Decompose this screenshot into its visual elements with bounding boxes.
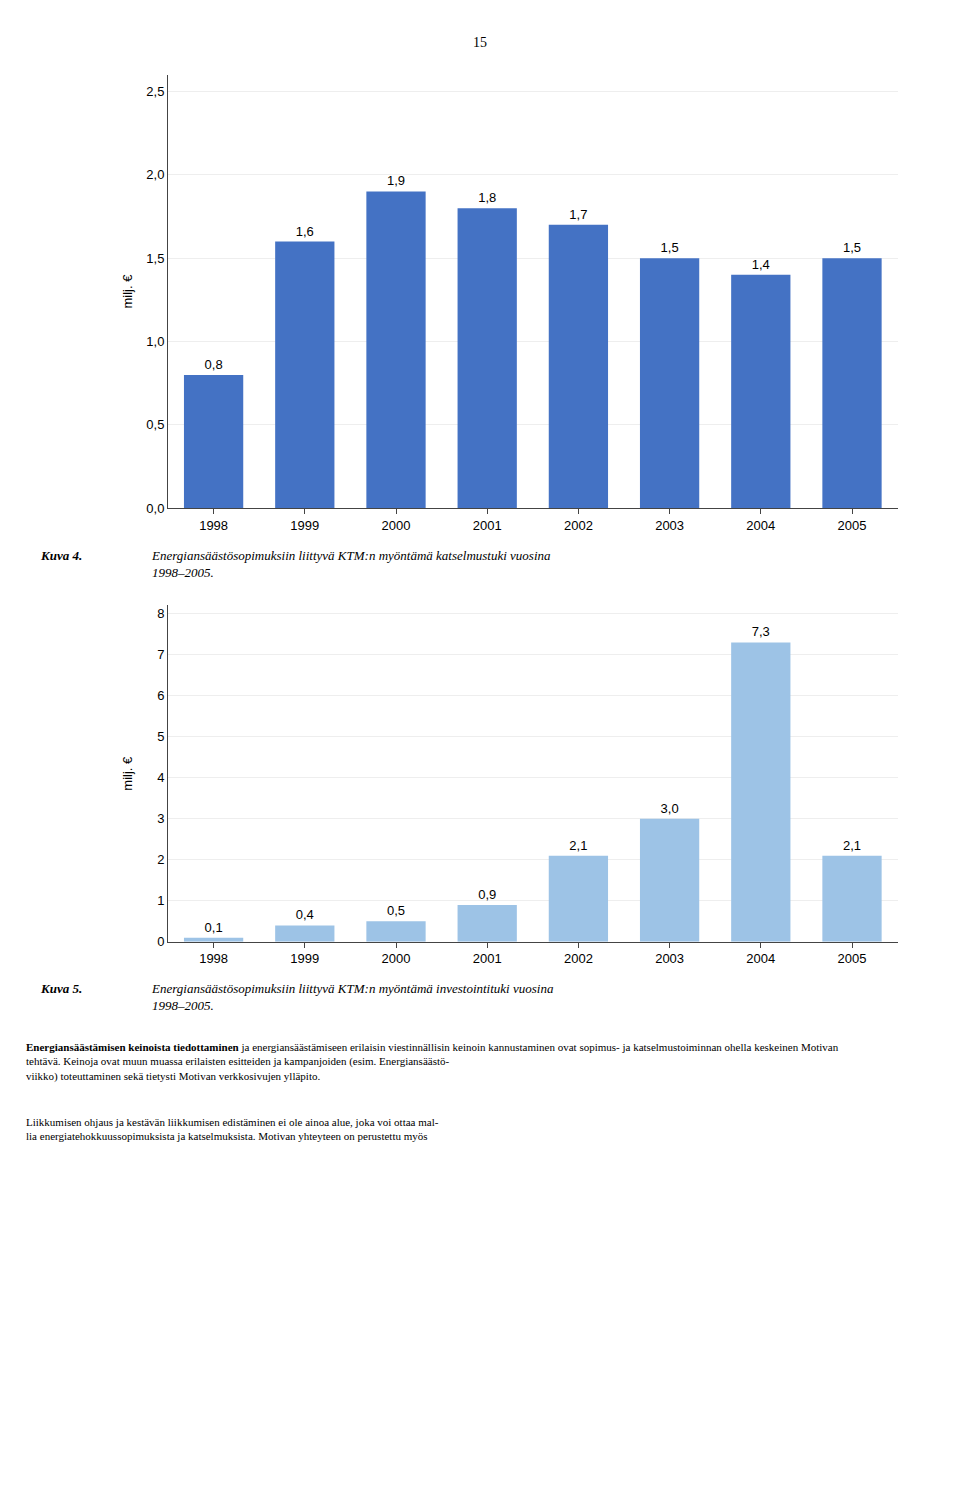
svg-text:2004: 2004 bbox=[746, 951, 775, 966]
svg-text:2003: 2003 bbox=[655, 518, 684, 533]
svg-text:2003: 2003 bbox=[655, 951, 684, 966]
svg-text:2000: 2000 bbox=[382, 518, 411, 533]
svg-text:1: 1 bbox=[157, 893, 164, 908]
svg-text:1,5: 1,5 bbox=[661, 240, 679, 255]
svg-text:15: 15 bbox=[473, 35, 487, 50]
svg-text:3,0: 3,0 bbox=[661, 801, 679, 816]
svg-text:Energiansäästämisen keinoista: Energiansäästämisen keinoista tiedottami… bbox=[26, 1041, 839, 1083]
svg-text:2005: 2005 bbox=[838, 518, 867, 533]
svg-text:2,5: 2,5 bbox=[146, 84, 164, 99]
svg-text:2000: 2000 bbox=[382, 951, 411, 966]
svg-text:2: 2 bbox=[157, 852, 164, 867]
svg-text:1,4: 1,4 bbox=[752, 257, 770, 272]
svg-text:8: 8 bbox=[157, 606, 164, 621]
svg-text:2,1: 2,1 bbox=[843, 838, 861, 853]
svg-text:0: 0 bbox=[157, 934, 164, 949]
svg-text:6: 6 bbox=[157, 688, 164, 703]
svg-text:2002: 2002 bbox=[564, 951, 593, 966]
svg-text:0,9: 0,9 bbox=[478, 887, 496, 902]
svg-text:3: 3 bbox=[157, 811, 164, 826]
svg-text:1,7: 1,7 bbox=[569, 207, 587, 222]
svg-text:2,1: 2,1 bbox=[569, 838, 587, 853]
svg-text:1,8: 1,8 bbox=[478, 190, 496, 205]
svg-text:1,5: 1,5 bbox=[843, 240, 861, 255]
svg-text:0,4: 0,4 bbox=[296, 907, 314, 922]
svg-text:0,5: 0,5 bbox=[387, 903, 405, 918]
svg-text:0,5: 0,5 bbox=[146, 417, 164, 432]
svg-text:Energiansäästösopimuksiin liit: Energiansäästösopimuksiin liittyvä KTM:n… bbox=[151, 548, 551, 580]
svg-text:1,6: 1,6 bbox=[296, 224, 314, 239]
svg-text:0,1: 0,1 bbox=[205, 920, 223, 935]
svg-text:1998: 1998 bbox=[199, 951, 228, 966]
svg-text:Liikkumisen ohjaus ja kestävän: Liikkumisen ohjaus ja kestävän liikkumis… bbox=[26, 1116, 439, 1142]
svg-text:Kuva 5.: Kuva 5. bbox=[40, 981, 82, 996]
svg-text:2005: 2005 bbox=[838, 951, 867, 966]
svg-text:1999: 1999 bbox=[290, 518, 319, 533]
svg-text:1,5: 1,5 bbox=[146, 251, 164, 266]
svg-text:2002: 2002 bbox=[564, 518, 593, 533]
svg-text:milj. €: milj. € bbox=[120, 274, 135, 309]
svg-text:Energiansäästösopimuksiin liit: Energiansäästösopimuksiin liittyvä KTM:n… bbox=[151, 981, 554, 1013]
svg-text:1998: 1998 bbox=[199, 518, 228, 533]
svg-text:milj. €: milj. € bbox=[120, 756, 135, 791]
svg-text:2004: 2004 bbox=[746, 518, 775, 533]
svg-text:2001: 2001 bbox=[473, 518, 502, 533]
svg-text:1,0: 1,0 bbox=[146, 334, 164, 349]
svg-text:Kuva 4.: Kuva 4. bbox=[40, 548, 82, 563]
svg-text:2001: 2001 bbox=[473, 951, 502, 966]
svg-text:4: 4 bbox=[157, 770, 164, 785]
svg-text:7: 7 bbox=[157, 647, 164, 662]
svg-text:1,9: 1,9 bbox=[387, 173, 405, 188]
svg-text:5: 5 bbox=[157, 729, 164, 744]
svg-text:2,0: 2,0 bbox=[146, 167, 164, 182]
svg-text:0,0: 0,0 bbox=[146, 501, 164, 516]
svg-text:0,8: 0,8 bbox=[205, 357, 223, 372]
svg-text:1999: 1999 bbox=[290, 951, 319, 966]
svg-text:7,3: 7,3 bbox=[752, 624, 770, 639]
